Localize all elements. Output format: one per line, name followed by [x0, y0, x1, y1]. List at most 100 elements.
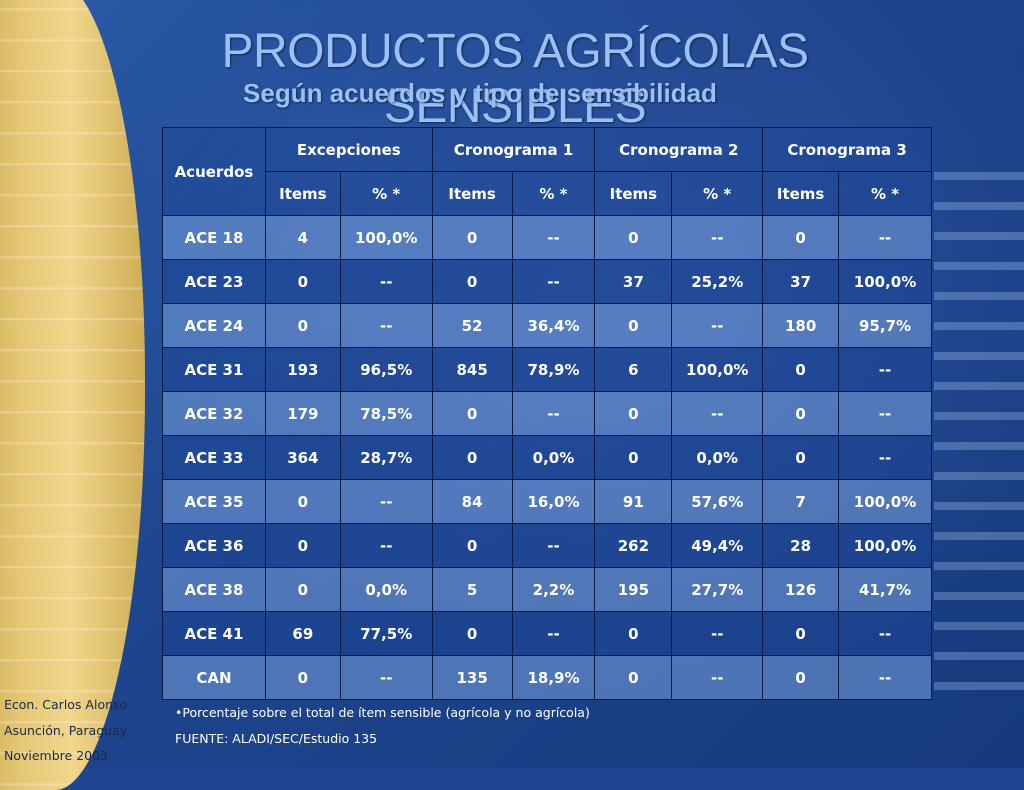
row-label: ACE 35: [162, 479, 266, 524]
header-items: Items: [431, 171, 513, 216]
decorative-band: [0, 0, 145, 790]
table-row: ACE 24 0 -- 52 36,4% 0 -- 180 95,7%: [162, 303, 932, 348]
header-group: Cronograma 2: [594, 127, 764, 172]
table-cell: --: [511, 391, 596, 436]
table-cell: 36,4%: [511, 303, 596, 348]
sensitive-products-table: Acuerdos Excepciones Cronograma 1 Cronog…: [162, 127, 932, 700]
table-cell: 180: [762, 303, 840, 348]
table-cell: 57,6%: [671, 479, 764, 524]
table-cell: 5: [431, 567, 513, 612]
table-cell: 27,7%: [671, 567, 764, 612]
table-cell: 0,0%: [671, 435, 764, 480]
header-items: Items: [762, 171, 840, 216]
header-pct: % *: [838, 171, 932, 216]
table-cell: --: [838, 347, 932, 392]
table-cell: 0: [431, 391, 513, 436]
table-cell: 0: [431, 259, 513, 304]
table-cell: --: [671, 611, 764, 656]
table-cell: 37: [594, 259, 673, 304]
table-cell: --: [838, 435, 932, 480]
table-cell: 16,0%: [511, 479, 596, 524]
table-cell: --: [838, 391, 932, 436]
author-name: Econ. Carlos Alonso: [4, 697, 128, 712]
table-cell: 95,7%: [838, 303, 932, 348]
table-cell: --: [838, 655, 932, 700]
table-cell: 69: [264, 611, 341, 656]
table-cell: 193: [264, 347, 341, 392]
table-cell: 0: [762, 391, 840, 436]
row-label: ACE 36: [162, 523, 266, 568]
header-pct: % *: [339, 171, 433, 216]
slide-subtitle: Según acuerdos y tipo de sensibilidad: [243, 78, 717, 108]
table-cell: --: [339, 259, 433, 304]
table-cell: 135: [431, 655, 513, 700]
table-row: ACE 33 364 28,7% 0 0,0% 0 0,0% 0 --: [162, 435, 932, 480]
table-cell: 262: [594, 523, 673, 568]
table-cell: 4: [264, 215, 341, 260]
table-row: ACE 18 4 100,0% 0 -- 0 -- 0 --: [162, 215, 932, 260]
table-cell: 0: [594, 435, 673, 480]
table-cell: 845: [431, 347, 513, 392]
table-cell: 0,0%: [511, 435, 596, 480]
table-cell: 100,0%: [671, 347, 764, 392]
table-cell: 0: [594, 303, 673, 348]
table-cell: 0: [431, 435, 513, 480]
table-cell: 0: [264, 523, 341, 568]
table-cell: 0: [264, 259, 341, 304]
table-cell: 0: [264, 567, 341, 612]
table-cell: 0: [264, 479, 341, 524]
table-cell: 0: [594, 215, 673, 260]
table-cell: --: [838, 215, 932, 260]
table-cell: --: [671, 391, 764, 436]
row-label: ACE 18: [162, 215, 266, 260]
table-cell: 0: [594, 391, 673, 436]
author-place: Asunción, Paraguay: [4, 723, 128, 738]
row-label: ACE 23: [162, 259, 266, 304]
table-row: CAN 0 -- 135 18,9% 0 -- 0 --: [162, 655, 932, 700]
table-cell: 0: [594, 611, 673, 656]
header-pct: % *: [671, 171, 764, 216]
table-cell: 0: [264, 303, 341, 348]
table-cell: --: [511, 523, 596, 568]
row-label: CAN: [162, 655, 266, 700]
table-cell: 0: [594, 655, 673, 700]
row-label: ACE 41: [162, 611, 266, 656]
header-group: Cronograma 3: [762, 127, 932, 172]
table-cell: --: [339, 479, 433, 524]
header-items: Items: [594, 171, 673, 216]
table-cell: 7: [762, 479, 840, 524]
table-cell: 126: [762, 567, 840, 612]
table-cell: 49,4%: [671, 523, 764, 568]
table-cell: 0: [762, 611, 840, 656]
table-row: ACE 36 0 -- 0 -- 262 49,4% 28 100,0%: [162, 523, 932, 568]
table-cell: 78,5%: [339, 391, 433, 436]
header-items: Items: [264, 171, 341, 216]
table-row: ACE 38 0 0,0% 5 2,2% 195 27,7% 126 41,7%: [162, 567, 932, 612]
table-cell: 78,9%: [511, 347, 596, 392]
table-cell: 0,0%: [339, 567, 433, 612]
table-cell: 0: [762, 347, 840, 392]
table-cell: --: [671, 655, 764, 700]
table-cell: 100,0%: [339, 215, 433, 260]
table-cell: --: [339, 303, 433, 348]
table-cell: 195: [594, 567, 673, 612]
table-cell: 364: [264, 435, 341, 480]
table-cell: --: [339, 655, 433, 700]
row-label: ACE 24: [162, 303, 266, 348]
table-cell: 2,2%: [511, 567, 596, 612]
table-row: ACE 41 69 77,5% 0 -- 0 -- 0 --: [162, 611, 932, 656]
row-label: ACE 31: [162, 347, 266, 392]
table-cell: 0: [762, 655, 840, 700]
table-cell: --: [511, 215, 596, 260]
row-label: ACE 38: [162, 567, 266, 612]
header-pct: % *: [511, 171, 596, 216]
table-cell: 0: [762, 435, 840, 480]
table-cell: 179: [264, 391, 341, 436]
table-cell: --: [671, 303, 764, 348]
table-cell: 28,7%: [339, 435, 433, 480]
slide-title: PRODUCTOS AGRÍCOLAS SENSIBLES: [221, 25, 809, 133]
table-cell: 0: [762, 215, 840, 260]
table-cell: 100,0%: [838, 523, 932, 568]
table-cell: --: [339, 523, 433, 568]
table-cell: 37: [762, 259, 840, 304]
